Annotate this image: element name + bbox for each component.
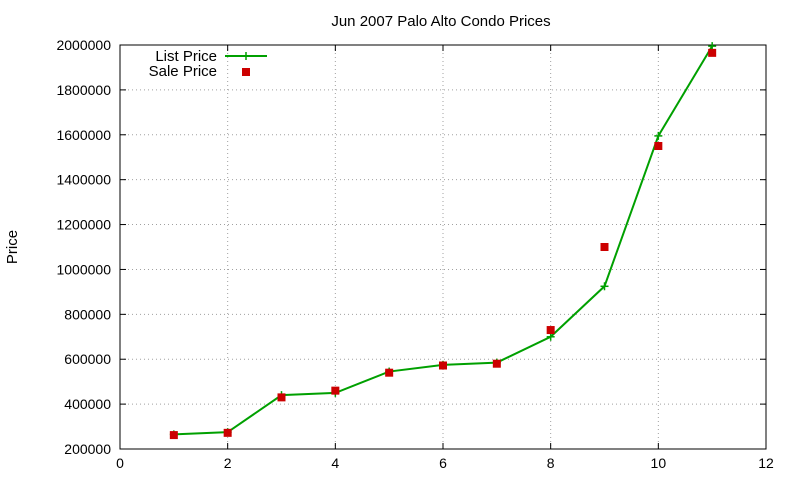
y-tick-label: 200000 [64,441,111,457]
sale-price-point [277,393,286,402]
sale-price-point [654,142,663,150]
x-tick-label: 2 [224,455,232,471]
x-tick-label: 0 [116,455,124,471]
x-tick-label: 4 [331,455,339,471]
legend-swatch-sale-price [242,68,250,76]
y-axis-tick-labels: 200000 400000 600000 800000 1000000 1200000 14… [56,37,111,457]
y-axis-label: Price [4,230,21,264]
sale-price-point [600,243,609,251]
y-tick-label: 2000000 [56,37,111,53]
legend: List Price Sale Price [149,48,267,80]
chart-title: Jun 2007 Palo Alto Condo Prices [331,13,550,30]
y-tick-label: 1400000 [56,172,111,188]
y-tick-label: 1800000 [56,82,111,98]
sale-price-point [331,386,340,395]
sale-price-point [546,326,555,335]
legend-swatch-list-price-marker [242,52,250,60]
y-tick-label: 1000000 [56,261,111,277]
sale-price-point [385,368,394,377]
sale-price-point [492,359,501,368]
legend-label-list-price: List Price [155,48,217,65]
list-price-point [546,332,555,341]
series [169,42,717,440]
y-tick-label: 1200000 [56,217,111,233]
list-price-point [600,282,609,291]
y-tick-label: 1600000 [56,127,111,143]
y-tick-label: 800000 [64,306,111,322]
grid [120,45,766,449]
sale-price-point [223,428,232,437]
list-price-point [654,131,663,140]
axis-ticks [119,44,767,450]
y-tick-label: 600000 [64,351,111,367]
list-price-point [708,42,717,51]
sale-price-point [708,48,717,57]
y-tick-label: 400000 [64,396,111,412]
x-axis-tick-labels: 0 2 4 6 8 10 12 [116,455,774,471]
legend-label-sale-price: Sale Price [149,63,217,80]
sale-price-point [169,431,178,440]
x-tick-label: 6 [439,455,447,471]
x-tick-label: 10 [651,455,667,471]
series-line-list-price [173,45,714,436]
sale-price-point [439,361,447,370]
x-tick-label: 8 [547,455,555,471]
x-tick-label: 12 [758,455,774,471]
